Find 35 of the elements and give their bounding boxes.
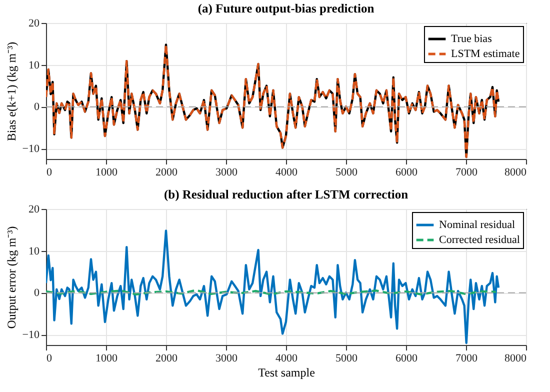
x-tick-label: 3000: [216, 166, 238, 178]
y-tick-label: 10: [28, 59, 40, 72]
x-tick-label: 8000: [504, 352, 527, 364]
y-tick-label: 0: [34, 287, 40, 300]
y-tick-label: −10: [22, 329, 40, 342]
x-tick-label: 5000: [336, 166, 358, 178]
x-tick-label: 4000: [276, 166, 298, 178]
x-tick-label: 2000: [156, 352, 178, 364]
x-tick-label: 2000: [156, 166, 178, 178]
x-tick-label: 6000: [396, 166, 418, 178]
chart-title: (a) Future output-bias prediction: [198, 2, 374, 16]
x-tick-label: 0: [46, 166, 52, 178]
y-axis-title: Bias e(k+1) (kg m⁻³): [4, 42, 18, 142]
x-tick-label: 1000: [96, 352, 118, 364]
y-tick-label: 20: [28, 204, 40, 216]
x-tick-label: 0: [46, 352, 52, 364]
x-tick-label: 8000: [504, 166, 527, 178]
chart-title: (b) Residual reduction after LSTM correction: [164, 188, 408, 202]
legend-label: LSTM estimate: [451, 48, 520, 60]
x-tick-label: 5000: [336, 352, 358, 364]
x-tick-label: 7000: [456, 166, 478, 178]
legend-label: True bias: [451, 33, 492, 45]
y-tick-label: 10: [28, 245, 40, 258]
y-axis-title: Output error (kg m⁻³): [4, 226, 18, 329]
x-tick-label: 1000: [96, 166, 118, 178]
x-tick-label: 3000: [216, 352, 238, 364]
y-tick-label: 20: [28, 18, 40, 30]
y-tick-label: 0: [34, 101, 40, 114]
x-axis-title: Test sample: [258, 366, 315, 380]
legend-label: Corrected residual: [439, 234, 520, 246]
x-tick-label: 6000: [396, 352, 418, 364]
x-tick-label: 4000: [276, 352, 298, 364]
y-tick-label: −10: [22, 143, 40, 156]
legend-label: Nominal residual: [439, 219, 516, 231]
x-tick-label: 7000: [456, 352, 478, 364]
